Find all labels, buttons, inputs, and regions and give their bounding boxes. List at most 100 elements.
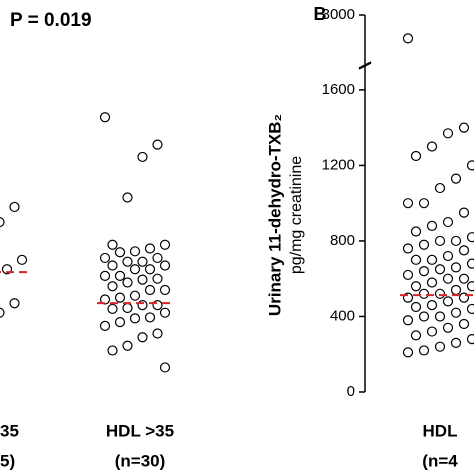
y-tick-label: 1600 bbox=[322, 81, 355, 98]
data-point bbox=[442, 273, 454, 284]
data-point bbox=[466, 334, 474, 345]
data-point bbox=[458, 318, 470, 330]
data-point bbox=[159, 260, 171, 271]
data-point bbox=[129, 264, 141, 275]
data-point bbox=[466, 232, 474, 243]
data-point bbox=[129, 313, 141, 324]
data-point bbox=[122, 302, 133, 314]
data-point bbox=[122, 340, 133, 351]
data-point bbox=[152, 300, 163, 311]
data-point bbox=[410, 281, 422, 292]
data-point bbox=[144, 243, 156, 254]
data-point bbox=[442, 250, 454, 262]
data-point bbox=[129, 290, 141, 301]
data-point bbox=[114, 270, 126, 281]
data-point bbox=[152, 328, 163, 339]
data-point bbox=[450, 284, 462, 296]
data-point bbox=[402, 315, 414, 326]
data-point bbox=[434, 235, 446, 247]
data-point bbox=[137, 256, 148, 267]
data-point bbox=[114, 317, 126, 328]
data-point bbox=[434, 264, 446, 275]
data-point bbox=[159, 284, 171, 296]
data-point bbox=[107, 239, 118, 250]
y-tick-label: 1200 bbox=[322, 156, 355, 173]
data-point bbox=[418, 345, 430, 356]
data-point bbox=[152, 139, 163, 150]
p-value: P = 0.019 bbox=[10, 10, 92, 31]
data-point bbox=[434, 311, 446, 322]
data-point bbox=[418, 198, 430, 209]
y-axis-title: Urinary 11-dehydro-TXB₂ bbox=[265, 114, 284, 316]
data-point bbox=[458, 122, 470, 133]
data-point bbox=[122, 192, 133, 203]
data-point bbox=[442, 216, 454, 228]
data-point bbox=[107, 345, 118, 356]
panel-label: B bbox=[314, 4, 327, 24]
data-point bbox=[99, 320, 111, 332]
data-point bbox=[410, 226, 422, 237]
data-point bbox=[16, 254, 28, 265]
data-point bbox=[450, 337, 462, 349]
data-point bbox=[450, 173, 462, 184]
data-point bbox=[114, 247, 126, 258]
data-point bbox=[466, 258, 474, 269]
data-point bbox=[122, 277, 133, 288]
data-point bbox=[144, 284, 156, 296]
data-point bbox=[426, 141, 438, 152]
y-tick-label: 400 bbox=[330, 307, 355, 324]
data-point bbox=[107, 260, 118, 271]
data-point bbox=[450, 307, 462, 318]
data-point bbox=[466, 160, 474, 171]
data-point bbox=[410, 150, 422, 162]
data-point bbox=[402, 269, 414, 281]
y-axis-subtitle: pg/mg creatinine bbox=[288, 156, 305, 274]
data-point bbox=[0, 307, 5, 318]
data-point bbox=[402, 33, 414, 44]
data-point bbox=[450, 235, 462, 247]
category-note: 5) bbox=[0, 451, 15, 470]
data-point bbox=[434, 341, 446, 352]
data-point bbox=[114, 292, 126, 303]
data-point bbox=[458, 273, 470, 284]
data-point bbox=[442, 128, 454, 139]
data-point bbox=[426, 220, 438, 231]
data-point bbox=[426, 254, 438, 265]
data-point bbox=[442, 322, 454, 333]
category-label: 35 bbox=[0, 421, 19, 440]
data-point bbox=[9, 298, 20, 309]
data-point bbox=[159, 239, 171, 250]
data-point bbox=[122, 256, 133, 267]
y-tick-label: 3000 bbox=[322, 6, 355, 23]
data-point bbox=[137, 300, 148, 311]
data-point bbox=[410, 254, 422, 265]
data-point bbox=[129, 246, 141, 257]
data-point bbox=[466, 303, 474, 315]
data-point bbox=[9, 201, 20, 213]
data-point bbox=[418, 288, 430, 299]
data-point bbox=[426, 326, 438, 337]
data-point bbox=[402, 347, 414, 358]
data-point bbox=[137, 151, 148, 163]
data-point bbox=[402, 198, 414, 209]
data-point bbox=[107, 303, 118, 315]
y-tick-label: 0 bbox=[347, 383, 355, 400]
axis-break bbox=[358, 61, 372, 69]
data-point bbox=[418, 239, 430, 250]
data-point bbox=[418, 311, 430, 322]
data-point bbox=[410, 330, 422, 341]
y-tick-label: 800 bbox=[330, 232, 355, 249]
category-label: HDL >35 bbox=[106, 421, 174, 440]
category-note: (n=30) bbox=[115, 451, 166, 470]
data-point bbox=[458, 245, 470, 256]
data-point bbox=[99, 270, 111, 281]
data-point bbox=[144, 264, 156, 275]
data-point bbox=[418, 266, 430, 277]
data-point bbox=[152, 273, 163, 284]
category-label: HDL bbox=[423, 421, 458, 440]
data-point bbox=[402, 243, 414, 254]
data-point bbox=[426, 300, 438, 311]
data-point bbox=[159, 307, 171, 318]
data-point bbox=[107, 281, 118, 292]
